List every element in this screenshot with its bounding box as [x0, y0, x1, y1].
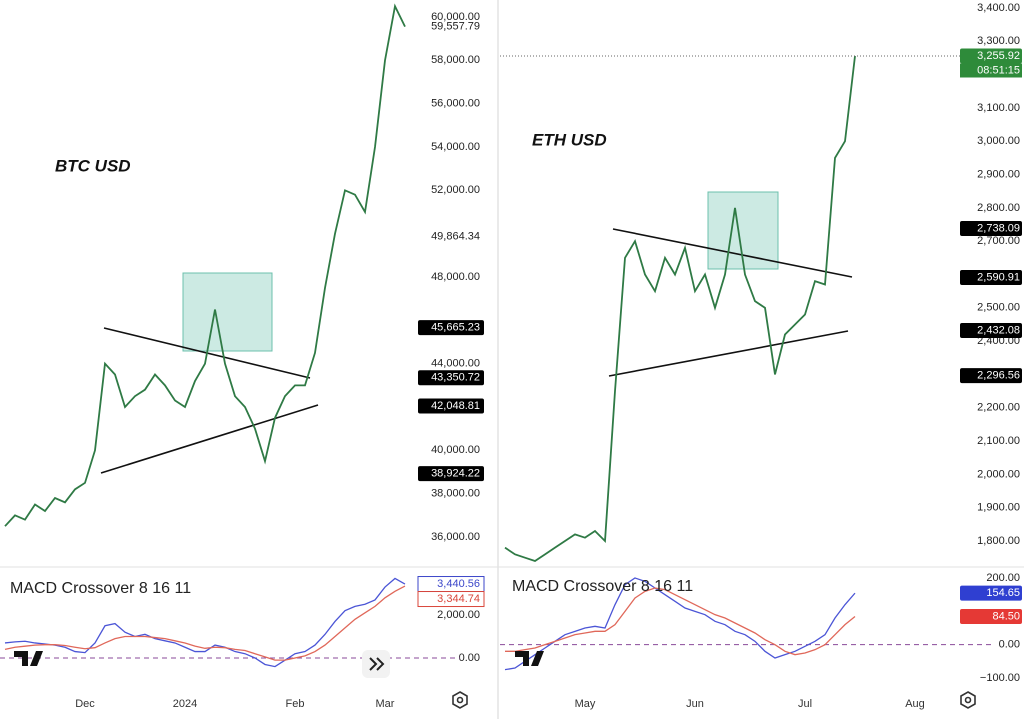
gear[interactable] — [452, 691, 468, 709]
price-box — [418, 370, 484, 386]
scroll-button[interactable] — [362, 650, 390, 678]
y-tick-label: 40,000.00 — [431, 444, 480, 456]
y-tick-label: 1,900.00 — [977, 502, 1020, 514]
tv-logo — [515, 651, 544, 666]
price-label: 3,255.92 — [977, 50, 1020, 62]
y-tick-label: 58,000.00 — [431, 54, 480, 66]
price-box — [960, 48, 1022, 64]
price-label: 2,296.56 — [977, 369, 1020, 381]
price-label: 43,350.72 — [431, 372, 480, 384]
y-tick-label: 2,900.00 — [977, 168, 1020, 180]
y-tick-label: 54,000.00 — [431, 141, 480, 153]
price-label: 59,557.79 — [431, 20, 480, 32]
price-box — [418, 398, 484, 414]
y-tick-label: 3,100.00 — [977, 102, 1020, 114]
price-label: 38,924.22 — [431, 468, 480, 480]
price-label: 2,590.91 — [977, 271, 1020, 283]
zone-box — [182, 272, 273, 352]
price-label: 154.65 — [986, 587, 1020, 599]
price-box — [418, 320, 484, 336]
chart-title: MACD Crossover 8 16 11 — [10, 580, 191, 597]
price-box — [960, 609, 1022, 624]
x-tick-label: Mar — [376, 698, 395, 710]
y-tick-label: 1,800.00 — [977, 535, 1020, 547]
y-tick-label: 2,500.00 — [977, 302, 1020, 314]
y-tick-label: 2,100.00 — [977, 435, 1020, 447]
countdown: 08:51:15 — [977, 64, 1020, 76]
y-tick-label: 0.00 — [999, 639, 1020, 651]
price-box — [418, 466, 484, 482]
chart-title: ETH USD — [532, 130, 607, 149]
price-box — [960, 585, 1022, 601]
y-tick-label: 48,000.00 — [431, 271, 480, 283]
y-tick-label: 2,800.00 — [977, 202, 1020, 214]
settings[interactable] — [452, 691, 976, 709]
trendline — [612, 228, 853, 278]
x-tick-label: Aug — [905, 698, 925, 710]
price-box — [960, 368, 1022, 384]
series-line — [4, 585, 406, 661]
series-line — [505, 587, 856, 656]
series-line — [504, 55, 856, 562]
x-tick-label: Jun — [686, 698, 704, 710]
trendline — [608, 330, 849, 377]
price-box — [960, 270, 1022, 286]
y-tick-label: 52,000.00 — [431, 184, 480, 196]
y-tick-label: 3,000.00 — [977, 135, 1020, 147]
x-tick-label: May — [575, 698, 596, 710]
x-tick-label: Jul — [798, 698, 812, 710]
series-line — [504, 577, 856, 671]
price-label: 49,864.34 — [431, 231, 480, 243]
y-tick-label: 2,000.00 — [437, 609, 480, 621]
series-line — [4, 577, 406, 668]
chart-title: MACD Crossover 8 16 11 — [512, 578, 693, 595]
y-tick-label: 2,000.00 — [977, 468, 1020, 480]
x-tick-label: Feb — [286, 698, 305, 710]
price-label: 84.50 — [992, 610, 1020, 622]
price-label: 2,738.09 — [977, 222, 1020, 234]
price-box — [960, 221, 1022, 237]
countdown-box — [960, 63, 1022, 78]
price-label: 2,432.08 — [977, 324, 1020, 336]
y-tick-label: 0.00 — [459, 652, 480, 664]
chevrons — [369, 657, 385, 671]
series-line — [4, 3, 406, 527]
y-tick-label: 3,400.00 — [977, 2, 1020, 14]
y-tick-label: 38,000.00 — [431, 488, 480, 500]
price-label: 42,048.81 — [431, 400, 480, 412]
x-tick-label: Dec — [75, 698, 95, 710]
y-tick-label: −100.00 — [980, 672, 1020, 684]
gear-hole — [456, 696, 464, 704]
price-box — [960, 322, 1022, 338]
y-tick-label: 2,700.00 — [977, 235, 1020, 247]
price-label: 3,344.74 — [437, 593, 480, 605]
y-tick-label: 36,000.00 — [431, 531, 480, 543]
y-tick-label: 44,000.00 — [431, 358, 480, 370]
price-label: 3,440.56 — [437, 578, 480, 590]
gear[interactable] — [960, 691, 976, 709]
chart-title: BTC USD — [55, 156, 131, 175]
y-tick-label: 2,200.00 — [977, 402, 1020, 414]
price-label: 45,665.23 — [431, 322, 480, 334]
tv-logo — [14, 651, 43, 666]
y-tick-label: 200.00 — [986, 572, 1020, 584]
y-tick-label: 2,400.00 — [977, 335, 1020, 347]
y-tick-label: 56,000.00 — [431, 98, 480, 110]
x-tick-label: 2024 — [173, 698, 197, 710]
y-tick-label: 3,300.00 — [977, 35, 1020, 47]
gear-hole — [964, 696, 972, 704]
y-tick-label: 60,000.00 — [431, 11, 480, 23]
logo — [14, 651, 544, 666]
trendline — [100, 404, 319, 474]
price-box — [417, 591, 485, 608]
